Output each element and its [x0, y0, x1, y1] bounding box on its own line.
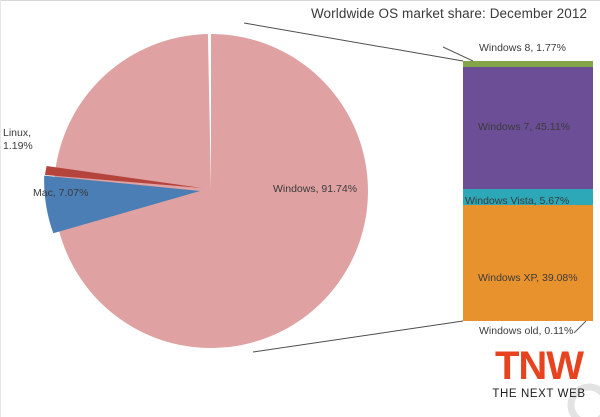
bar-segment-windows-7[interactable]: [463, 67, 593, 189]
tnw-wordmark: TNW: [494, 344, 584, 388]
bar-segment-windows-8[interactable]: [463, 61, 593, 67]
tnw-tagline: THE NEXT WEB: [492, 388, 586, 400]
bar-label-windows-vista: Windows Vista, 5.67%: [465, 195, 570, 207]
pie-slice-mac[interactable]: [44, 175, 201, 234]
bar-label-windows-xp: Windows XP, 39.08%: [478, 272, 578, 284]
leader-line-windows-old: [573, 320, 587, 334]
pie-label-mac: Mac, 7.07%: [33, 187, 89, 199]
pie-label-linux: Linux, 1.19%: [3, 127, 33, 153]
pie-slice-linux[interactable]: [45, 166, 202, 188]
pie-slice-windows[interactable]: [53, 34, 368, 349]
bar-label-windows-7: Windows 7, 45.11%: [478, 121, 571, 133]
bar-segment-windows-xp[interactable]: [463, 205, 593, 321]
bar-label-windows-8: Windows 8, 1.77%: [479, 42, 566, 54]
watermark-circle: [567, 383, 600, 417]
bar-segment-windows-vista[interactable]: [463, 189, 593, 205]
bar-label-windows-old: Windows old, 0.11%: [479, 325, 574, 337]
callout-line-bottom: [252, 320, 464, 353]
callout-line-top: [243, 22, 464, 62]
page-title: Worldwide OS market share: December 2012: [310, 6, 588, 21]
leader-line-windows-8: [442, 46, 474, 62]
pie-label-windows: Windows, 91.74%: [273, 183, 358, 195]
tnw-logo: TNW THE NEXT WEB: [483, 346, 595, 408]
